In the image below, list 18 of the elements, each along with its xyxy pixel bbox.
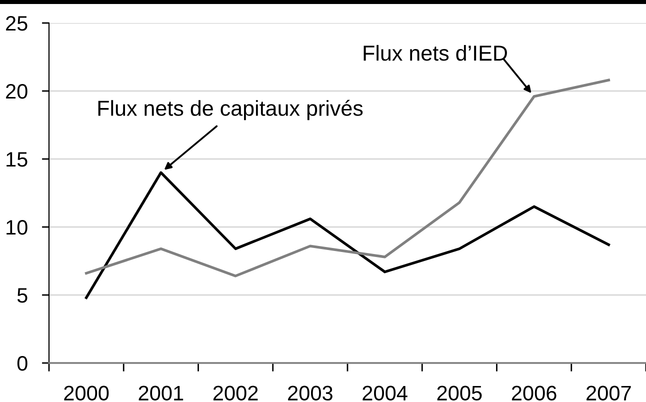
- line-series: [84, 78, 610, 278]
- x-tick-label: 2005: [437, 386, 482, 401]
- annotation: Flux nets d’IED: [364, 44, 507, 61]
- y-tick-label: 5: [17, 288, 28, 303]
- x-tick-label: 2003: [288, 386, 332, 401]
- y-tick-label: 0: [17, 356, 28, 371]
- x-tick-label: 2006: [512, 386, 556, 401]
- y-tick-label: 10: [6, 220, 28, 235]
- x-tick-label: 2000: [64, 386, 109, 401]
- y-tick-label: 15: [6, 152, 28, 167]
- y-tick-label: 20: [6, 84, 28, 99]
- x-tick-label: 2004: [362, 386, 408, 401]
- x-tick-label: 2001: [138, 386, 184, 401]
- y-tick-label: 25: [6, 16, 28, 31]
- annotation: Flux nets de capitaux privés: [98, 100, 363, 120]
- line-series: [84, 171, 610, 300]
- x-tick-label: 2002: [213, 386, 258, 401]
- x-tick-label: 2007: [586, 386, 631, 401]
